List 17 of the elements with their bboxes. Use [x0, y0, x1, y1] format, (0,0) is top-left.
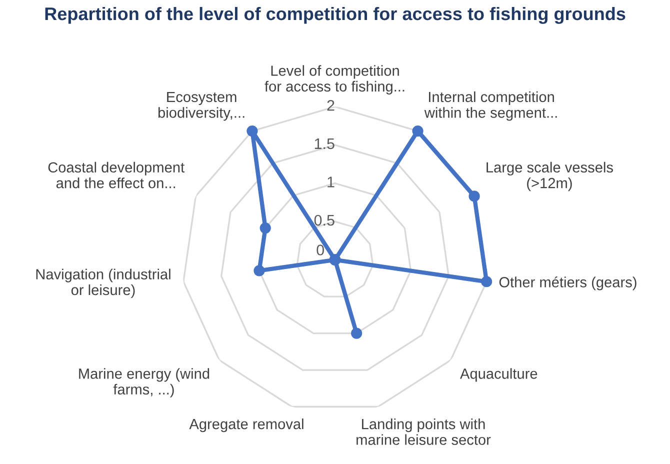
y-tick-label: 1.5	[314, 138, 334, 150]
y-tick-label: 1	[328, 176, 334, 188]
spoke-label: Ecosystem biodiversity,...	[158, 92, 244, 121]
spoke-label: Level of competition for access to fishing...	[264, 65, 404, 94]
spoke-label: Coastal development and the effect on...	[48, 162, 184, 188]
spoke-label: Large scale vessels (>12m)	[486, 162, 613, 192]
spoke-label: Other métiers (gears)	[499, 276, 636, 290]
y-tick-label: 0.5	[314, 214, 334, 226]
y-tick-label: 0	[316, 244, 324, 256]
y-tick-label: 2	[327, 100, 334, 111]
spoke-label: Aquaculture	[460, 368, 538, 382]
chart-title: Repartition of the level of competition for access to fishing grounds	[45, 6, 626, 24]
spoke-label: Agregate removal	[189, 418, 304, 432]
spoke-label: Navigation (industrial or leisure)	[36, 268, 170, 298]
spoke-label: Internal competition within the segment...	[424, 91, 557, 121]
spoke-label: Landing points with marine leisure sector	[356, 418, 491, 445]
spoke-label: Marine energy (wind farms, ...)	[79, 368, 210, 398]
